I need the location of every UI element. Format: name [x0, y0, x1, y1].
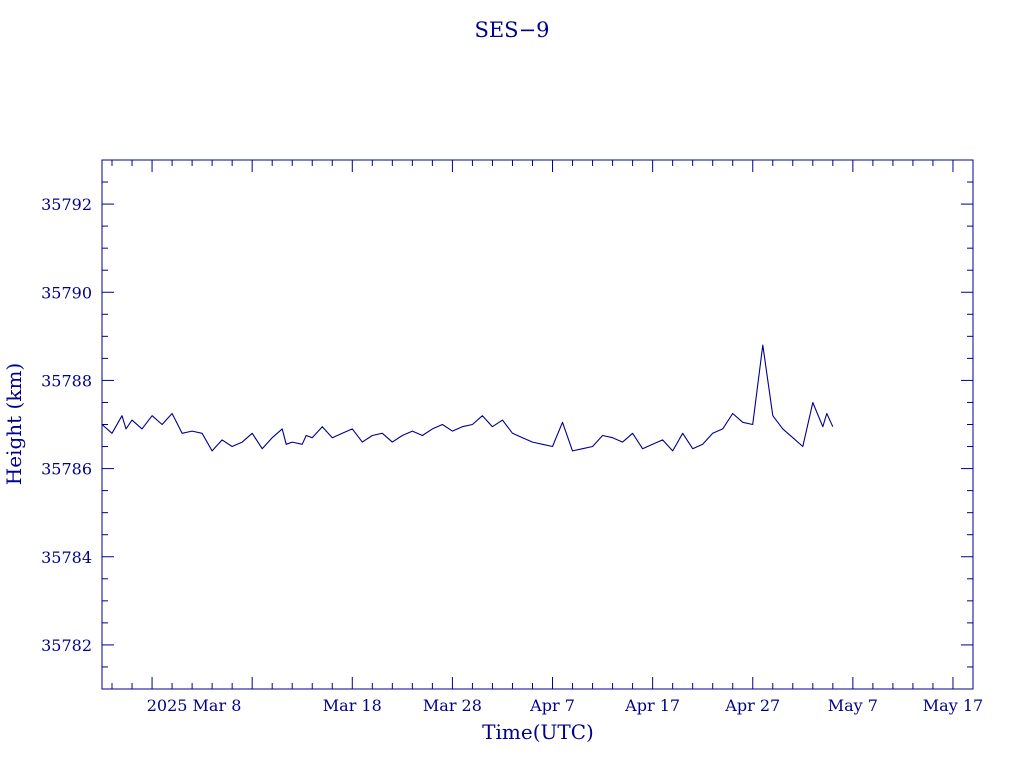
series-line — [101, 344, 834, 452]
y-tick-label: 35788 — [41, 371, 92, 390]
y-tick-label: 35784 — [41, 548, 92, 567]
x-tick-label: May 17 — [923, 696, 983, 715]
y-tick-label: 35782 — [41, 636, 92, 655]
x-tick-label: May 7 — [828, 696, 878, 715]
y-axis-label: Height (km) — [2, 363, 26, 485]
x-tick-label: Apr 17 — [624, 696, 680, 715]
y-axis: 35782 35784 35786 35788 35790 35792 — [41, 159, 973, 690]
y-tick-label: 35790 — [41, 283, 92, 302]
x-tick-label: Apr 27 — [724, 696, 780, 715]
x-tick-label: 2025 Mar 8 — [147, 696, 242, 715]
x-axis-label: Time(UTC) — [482, 720, 594, 744]
y-tick-label: 35792 — [41, 195, 92, 214]
y-tick-label: 35786 — [41, 460, 92, 479]
x-tick-label: Apr 7 — [529, 696, 575, 715]
x-tick-label: Mar 18 — [323, 696, 382, 715]
chart-title: SES−9 — [474, 18, 549, 42]
x-tick-label: Mar 28 — [423, 696, 482, 715]
plot-frame — [101, 159, 974, 690]
x-axis: 2025 Mar 8 Mar 18 Mar 28 Apr 7 Apr 17 Apr 27 M… — [111, 160, 983, 715]
